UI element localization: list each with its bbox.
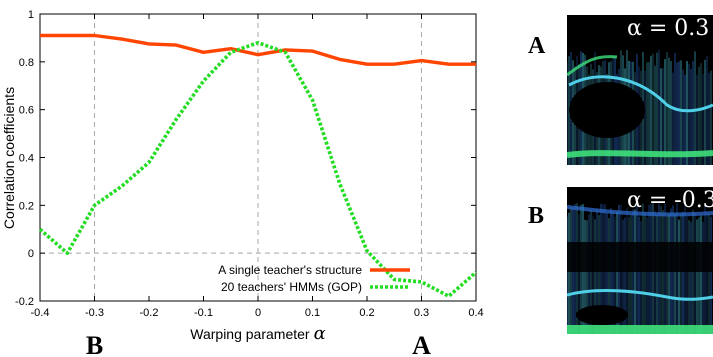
x-tick-label: -0.2: [140, 307, 159, 319]
x-tick-label: -0.3: [85, 307, 104, 319]
data-series: [38, 33, 478, 299]
axis-marker-a: A: [412, 331, 431, 357]
y-tick-label: 1: [28, 9, 34, 21]
x-tick-label: -0.4: [31, 307, 50, 319]
y-tick-label: 0.8: [19, 57, 34, 69]
x-axis-title-text: Warping parameter: [190, 326, 310, 342]
chart-legend: A single teacher's structure 20 teachers'…: [218, 263, 410, 294]
chart-grid: [40, 14, 476, 301]
x-tick-label: 0.4: [468, 307, 483, 319]
panel-a-letter: A: [528, 33, 546, 59]
axis-ticks: -0.4 -0.3 -0.2 -0.1 0 0.1 0.2 0.3 0.4 -0.2 0 0.2 0.4…: [15, 9, 484, 319]
axis-marker-b: B: [86, 331, 103, 357]
y-axis-title: Correlation coefficients: [1, 87, 17, 229]
y-tick-label: -0.2: [15, 296, 34, 308]
spectrogram-b: α = -0.3: [567, 187, 713, 334]
y-tick-label: 0: [28, 248, 34, 260]
legend-label: 20 teachers' HMMs (GOP): [221, 280, 362, 294]
series-line-20-teachers-gop: [38, 40, 478, 299]
x-tick-label: -0.1: [194, 307, 213, 319]
panel-b-letter: B: [528, 203, 545, 229]
legend-label: A single teacher's structure: [218, 263, 362, 277]
correlation-chart: -0.4 -0.3 -0.2 -0.1 0 0.1 0.2 0.3 0.4 -0.2 0 0.2 0.4…: [1, 9, 484, 357]
x-tick-label: 0: [255, 307, 261, 319]
y-tick-label: 0.2: [19, 200, 34, 212]
x-tick-label: 0.2: [359, 307, 374, 319]
spectrogram-b-image: [567, 187, 713, 334]
series-line-single-teacher: [40, 33, 476, 66]
x-tick-label: 0.3: [414, 307, 429, 319]
y-tick-label: 0.4: [19, 153, 34, 165]
spectrogram-a-image: [567, 15, 713, 165]
y-tick-label: 0.6: [19, 105, 34, 117]
spectrogram-b-label: α = -0.3: [627, 188, 713, 213]
x-axis-title: Warping parameter α: [190, 323, 325, 344]
spectrogram-a: α = 0.3: [567, 15, 713, 165]
x-axis-alpha-symbol: α: [314, 323, 326, 344]
x-tick-label: 0.1: [305, 307, 320, 319]
spectrogram-a-label: α = 0.3: [627, 16, 710, 41]
